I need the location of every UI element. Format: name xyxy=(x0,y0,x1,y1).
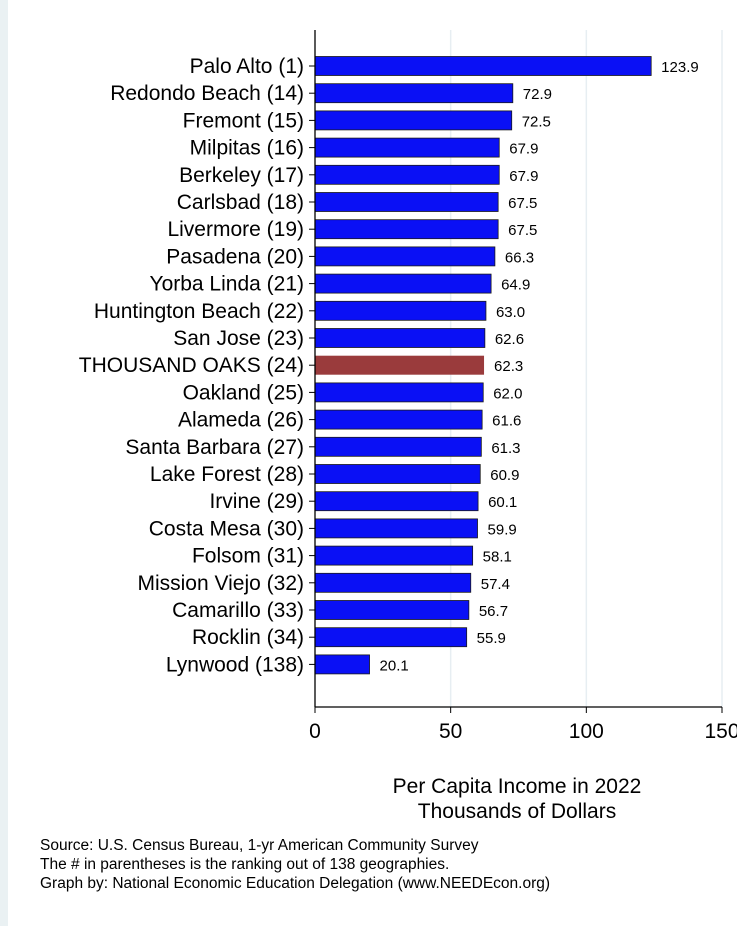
value-label-16: 60.1 xyxy=(488,494,517,511)
category-label-1: Redondo Beach (14) xyxy=(110,82,304,105)
bar-20 xyxy=(314,600,470,620)
category-label-12: Oakland (25) xyxy=(183,381,304,404)
category-labels: Palo Alto (1) Redondo Beach (14) Fremont (… xyxy=(79,55,304,676)
category-label-8: Yorba Linda (21) xyxy=(149,273,304,296)
value-label-13: 61.6 xyxy=(492,413,521,430)
credit-note: Graph by: National Economic Education De… xyxy=(40,875,551,892)
category-label-16: Irvine (29) xyxy=(209,490,304,513)
value-label-7: 66.3 xyxy=(505,249,534,266)
value-label-4: 67.9 xyxy=(509,168,538,185)
bar-6 xyxy=(314,219,499,240)
bar-7 xyxy=(314,246,496,267)
category-label-18: Folsom (31) xyxy=(192,545,304,568)
value-label-15: 60.9 xyxy=(490,467,519,484)
x-tick-label-50: 50 xyxy=(439,720,462,743)
category-label-9: Huntington Beach (22) xyxy=(94,300,304,323)
value-label-3: 67.9 xyxy=(509,141,538,158)
bar-15 xyxy=(314,464,481,484)
value-label-19: 57.4 xyxy=(481,576,510,593)
category-label-2: Fremont (15) xyxy=(183,109,304,132)
value-label-8: 64.9 xyxy=(501,277,530,294)
x-tick-label-100: 100 xyxy=(569,720,604,743)
x-axis-label-line-1: Per Capita Income in 2022 xyxy=(393,775,642,798)
bar-17 xyxy=(314,518,478,539)
category-label-11: THOUSAND OAKS (24) xyxy=(79,354,304,377)
category-label-21: Rocklin (34) xyxy=(192,626,304,649)
x-tick-label-0: 0 xyxy=(309,720,321,743)
category-label-19: Mission Viejo (32) xyxy=(137,572,304,595)
value-label-18: 58.1 xyxy=(483,549,512,566)
category-label-0: Palo Alto (1) xyxy=(190,55,304,78)
bar-10 xyxy=(314,328,486,348)
category-label-5: Carlsbad (18) xyxy=(177,191,304,214)
category-label-13: Alameda (26) xyxy=(178,409,304,432)
category-label-14: Santa Barbara (27) xyxy=(125,436,304,459)
bar-14 xyxy=(314,436,482,457)
value-label-6: 67.5 xyxy=(508,222,537,239)
ranking-note: The # in parentheses is the ranking out … xyxy=(40,856,450,873)
bar-22 xyxy=(314,654,370,675)
axes: 0 50 100 150 xyxy=(309,30,737,743)
bar-3 xyxy=(314,137,500,158)
value-label-0: 123.9 xyxy=(661,59,699,76)
category-label-20: Camarillo (33) xyxy=(172,599,304,622)
value-label-17: 59.9 xyxy=(488,521,517,538)
bar-12 xyxy=(314,382,484,403)
value-label-22: 20.1 xyxy=(380,657,409,674)
bar-5 xyxy=(314,192,499,212)
value-label-5: 67.5 xyxy=(508,195,537,212)
bar-13 xyxy=(314,409,483,430)
value-label-1: 72.9 xyxy=(523,86,552,103)
source-note: Source: U.S. Census Bureau, 1-yr America… xyxy=(40,837,479,854)
category-label-7: Pasadena (20) xyxy=(166,245,304,268)
bar-4 xyxy=(314,164,500,185)
category-label-22: Lynwood (138) xyxy=(166,653,304,676)
bar-1 xyxy=(314,83,514,104)
value-label-14: 61.3 xyxy=(491,440,520,457)
bar-11 xyxy=(315,355,485,375)
value-label-11: 62.3 xyxy=(494,358,523,375)
bar-2 xyxy=(314,110,513,131)
value-label-10: 62.6 xyxy=(495,331,524,348)
value-label-2: 72.5 xyxy=(522,113,551,130)
bar-0 xyxy=(314,56,652,76)
x-tick-label-150: 150 xyxy=(704,720,737,743)
category-label-15: Lake Forest (28) xyxy=(150,463,304,486)
value-labels: 123.9 72.9 72.5 67.9 67.9 67.5 67.5 66.3 64.9 63.… xyxy=(380,59,699,674)
category-label-4: Berkeley (17) xyxy=(179,164,304,187)
bar-21 xyxy=(314,627,468,648)
bar-8 xyxy=(314,273,492,294)
category-label-3: Milpitas (16) xyxy=(190,137,304,160)
bar-16 xyxy=(314,491,479,512)
bar-18 xyxy=(314,545,474,566)
footnotes: Source: U.S. Census Bureau, 1-yr America… xyxy=(40,836,550,893)
category-label-10: San Jose (23) xyxy=(173,327,304,350)
bar-9 xyxy=(314,300,487,321)
category-label-17: Costa Mesa (30) xyxy=(149,517,304,540)
value-label-20: 56.7 xyxy=(479,603,508,620)
bar-19 xyxy=(314,572,472,593)
x-axis-label-line-2: Thousands of Dollars xyxy=(418,800,616,823)
category-label-6: Livermore (19) xyxy=(167,218,304,241)
value-label-21: 55.9 xyxy=(477,630,506,647)
value-label-12: 62.0 xyxy=(493,385,522,402)
value-label-9: 63.0 xyxy=(496,304,525,321)
